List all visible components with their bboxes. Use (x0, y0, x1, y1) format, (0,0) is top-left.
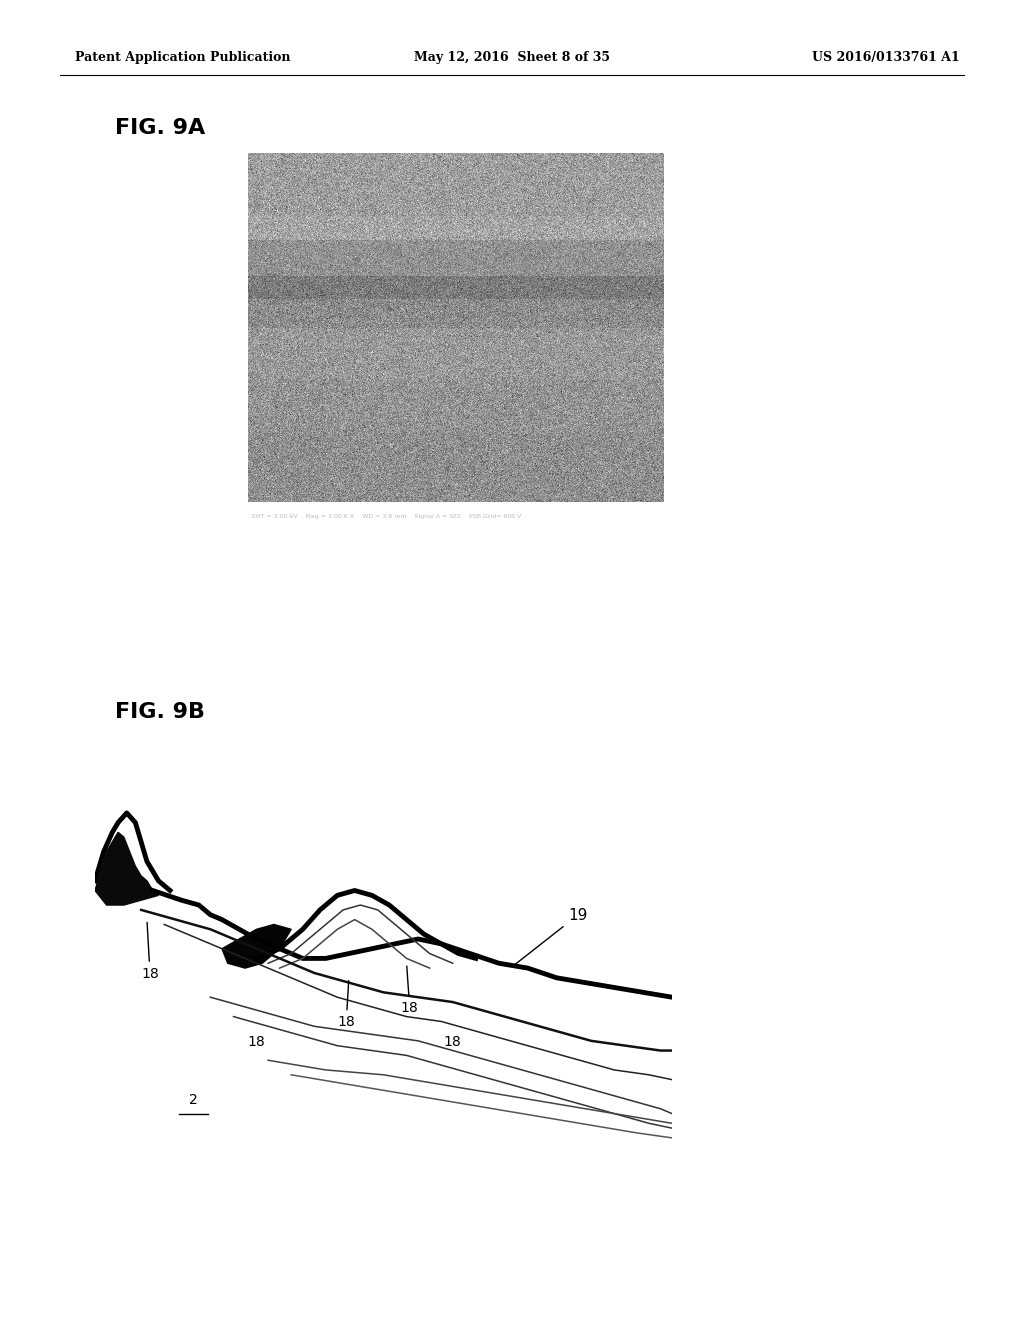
Text: 2: 2 (188, 1093, 198, 1107)
Text: 18: 18 (337, 981, 355, 1030)
Text: 2 μm: 2 μm (623, 513, 640, 519)
Text: 18: 18 (443, 1035, 462, 1048)
Text: 19: 19 (513, 908, 588, 966)
Text: 18: 18 (400, 966, 419, 1015)
Text: EHT = 3.00 kV    Mag = 3.00 K X    WD = 3.6 mm    Signal A = SE2    ESB Grid= 60: EHT = 3.00 kV Mag = 3.00 K X WD = 3.6 mm… (252, 513, 521, 519)
Polygon shape (222, 924, 291, 968)
Text: Patent Application Publication: Patent Application Publication (75, 51, 291, 65)
Text: 18: 18 (141, 923, 159, 981)
Text: US 2016/0133761 A1: US 2016/0133761 A1 (812, 51, 961, 65)
Text: May 12, 2016  Sheet 8 of 35: May 12, 2016 Sheet 8 of 35 (414, 51, 610, 65)
Text: FIG. 9B: FIG. 9B (115, 702, 205, 722)
Polygon shape (95, 833, 159, 906)
Text: 18: 18 (248, 1035, 265, 1048)
Text: FIG. 9A: FIG. 9A (115, 117, 205, 139)
